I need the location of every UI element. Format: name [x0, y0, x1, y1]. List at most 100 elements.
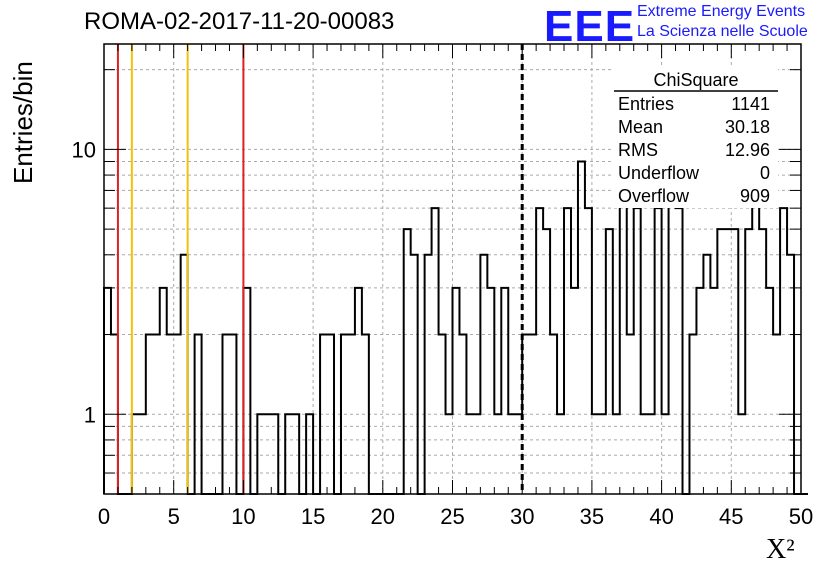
histogram-bin [104, 288, 111, 494]
histogram-bin [487, 288, 494, 494]
histogram-bin [153, 335, 160, 494]
histogram-bin [355, 288, 362, 494]
histogram-bin [174, 335, 181, 494]
histogram-bin [181, 255, 188, 494]
histogram-bin [257, 414, 264, 494]
histogram-bin [738, 414, 745, 494]
stats-row-label: RMS [618, 140, 658, 160]
histogram-bin [195, 335, 202, 494]
histogram-bin [453, 288, 460, 494]
histogram-bin [564, 208, 571, 494]
histogram-bin [139, 414, 146, 494]
histogram-bin [348, 335, 355, 494]
histogram-bin [571, 288, 578, 494]
histogram-bin [745, 229, 752, 494]
histogram-bin [731, 229, 738, 494]
histogram-bin [362, 335, 369, 494]
histogram-outline [103, 118, 808, 495]
histogram-bin [160, 288, 167, 494]
chart-title: ROMA-02-2017-11-20-00083 [84, 8, 395, 35]
histogram-bin [432, 208, 439, 494]
histogram-bin [717, 229, 724, 494]
logo-line-1: Extreme Energy Events [637, 3, 806, 20]
stats-box-title: ChiSquare [653, 70, 738, 90]
x-tick-label: 40 [649, 504, 673, 529]
histogram-bin [703, 255, 710, 494]
histogram-bin [710, 288, 717, 494]
x-axis-label: X² [766, 534, 795, 565]
histogram-bin [585, 208, 592, 494]
histogram-bin [229, 335, 236, 494]
stats-row-label: Underflow [618, 163, 700, 183]
histogram-bin [641, 414, 648, 494]
histogram-bin [655, 208, 662, 494]
histogram-bin [766, 288, 773, 494]
histogram-bin [327, 335, 334, 494]
stats-row-value: 30.18 [725, 117, 770, 137]
histogram-bin [662, 414, 669, 494]
x-tick-label: 10 [231, 504, 255, 529]
histogram-bin [501, 288, 508, 494]
histogram-bin [425, 255, 432, 494]
x-tick-label: 20 [371, 504, 395, 529]
stats-row-value: 1141 [731, 94, 770, 114]
histogram-bin [480, 255, 487, 494]
x-tick-label: 5 [168, 504, 180, 529]
logo-line-2: La Scienza nelle Scuole [637, 23, 808, 40]
histogram-bin [132, 414, 139, 494]
histogram-bin [292, 414, 299, 494]
histogram-bin [222, 335, 229, 494]
stats-row-label: Entries [618, 94, 674, 114]
x-tick-label: 25 [440, 504, 464, 529]
histogram-bin [264, 414, 271, 494]
histogram-bin [271, 414, 278, 494]
histogram-bin [320, 335, 327, 494]
histogram-bin [473, 414, 480, 494]
histogram-bin [613, 414, 620, 494]
histogram-bin [167, 335, 174, 494]
histogram-bin [146, 335, 153, 494]
histogram-bin [676, 208, 683, 494]
x-tick-label: 30 [510, 504, 534, 529]
histogram-bin [696, 288, 703, 494]
histogram-bin [669, 190, 676, 494]
x-tick-label: 45 [719, 504, 743, 529]
stats-row-label: Overflow [618, 186, 690, 206]
histogram-bin [689, 335, 696, 494]
histogram-bin [446, 414, 453, 494]
x-tick-label: 15 [301, 504, 325, 529]
histogram-bin [243, 288, 250, 494]
histogram-bin [459, 335, 466, 494]
histogram-bin [606, 229, 613, 494]
histogram-bin [285, 414, 292, 494]
x-tick-label: 50 [789, 504, 813, 529]
x-tick-label: 0 [98, 504, 110, 529]
histogram-bin [648, 414, 655, 494]
eee-logo: EEE [544, 2, 636, 51]
stats-row-label: Mean [618, 117, 663, 137]
y-tick-label: 1 [84, 402, 96, 427]
histogram-bin [599, 414, 606, 494]
histogram-bin [724, 229, 731, 494]
histogram-bin [787, 255, 794, 494]
histogram-bin [404, 229, 411, 494]
histogram-bin [306, 414, 313, 494]
histogram-bin [592, 414, 599, 494]
x-tick-label: 35 [580, 504, 604, 529]
stats-row-value: 0 [760, 163, 770, 183]
histogram-bin [341, 335, 348, 494]
histogram-bin [494, 414, 501, 494]
stats-row-value: 909 [740, 186, 770, 206]
histogram-bin [578, 162, 585, 494]
histogram-bin [411, 255, 418, 494]
histogram-bin [627, 335, 634, 494]
histogram-bin [508, 414, 515, 494]
histogram-bin [543, 229, 550, 494]
histogram-bin [557, 414, 564, 494]
histogram-bin [466, 414, 473, 494]
histogram-bin [439, 335, 446, 494]
histogram-bin [536, 208, 543, 494]
histogram-bin [550, 335, 557, 494]
stats-row-value: 12.96 [725, 140, 770, 160]
histogram-bin [634, 208, 641, 494]
